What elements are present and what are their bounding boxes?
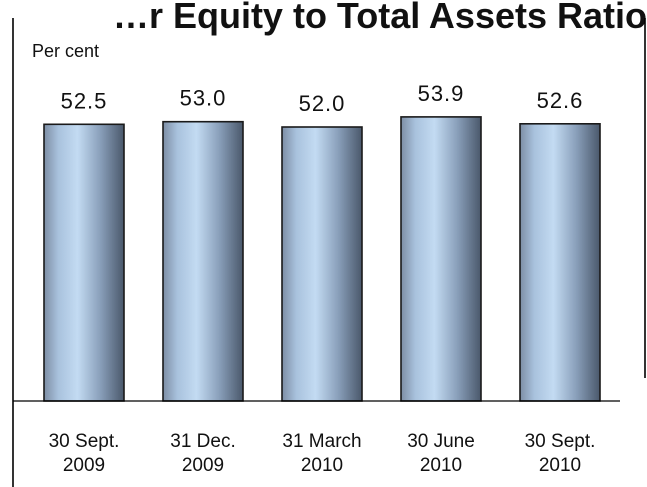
bar (43, 123, 125, 402)
bars-layer (43, 116, 601, 402)
bar (162, 120, 244, 402)
bar-value-label: 53.9 (418, 81, 465, 106)
chart-title: …r Equity to Total Assets Ratio (113, 0, 647, 36)
x-tick-label: 2009 (182, 455, 224, 476)
bar-value-label: 52.0 (299, 91, 346, 116)
x-tick-label: 30 Sept. (49, 431, 120, 452)
bar (281, 126, 363, 402)
x-tick-label: 2010 (301, 455, 343, 476)
bar-value-label: 52.5 (61, 88, 108, 113)
x-tick-label: 31 Dec. (170, 431, 235, 452)
bar-value-label: 52.6 (537, 88, 584, 113)
x-tick-label: 31 March (282, 431, 361, 452)
y-axis-label: Per cent (32, 41, 99, 61)
bar (400, 116, 482, 402)
value-labels-layer: 52.5 53.0 52.0 53.9 52.6 (61, 81, 584, 116)
x-tick-label: 30 Sept. (525, 431, 596, 452)
tick-labels-layer: 30 Sept. 2009 31 Dec. 2009 31 March 2010 30 Ju… (49, 431, 596, 476)
x-tick-label: 2010 (420, 455, 462, 476)
x-tick-label: 2010 (539, 455, 581, 476)
bar (519, 123, 601, 402)
x-tick-label: 30 June (407, 431, 475, 452)
bar-value-label: 53.0 (180, 86, 227, 111)
x-tick-label: 2009 (63, 455, 105, 476)
